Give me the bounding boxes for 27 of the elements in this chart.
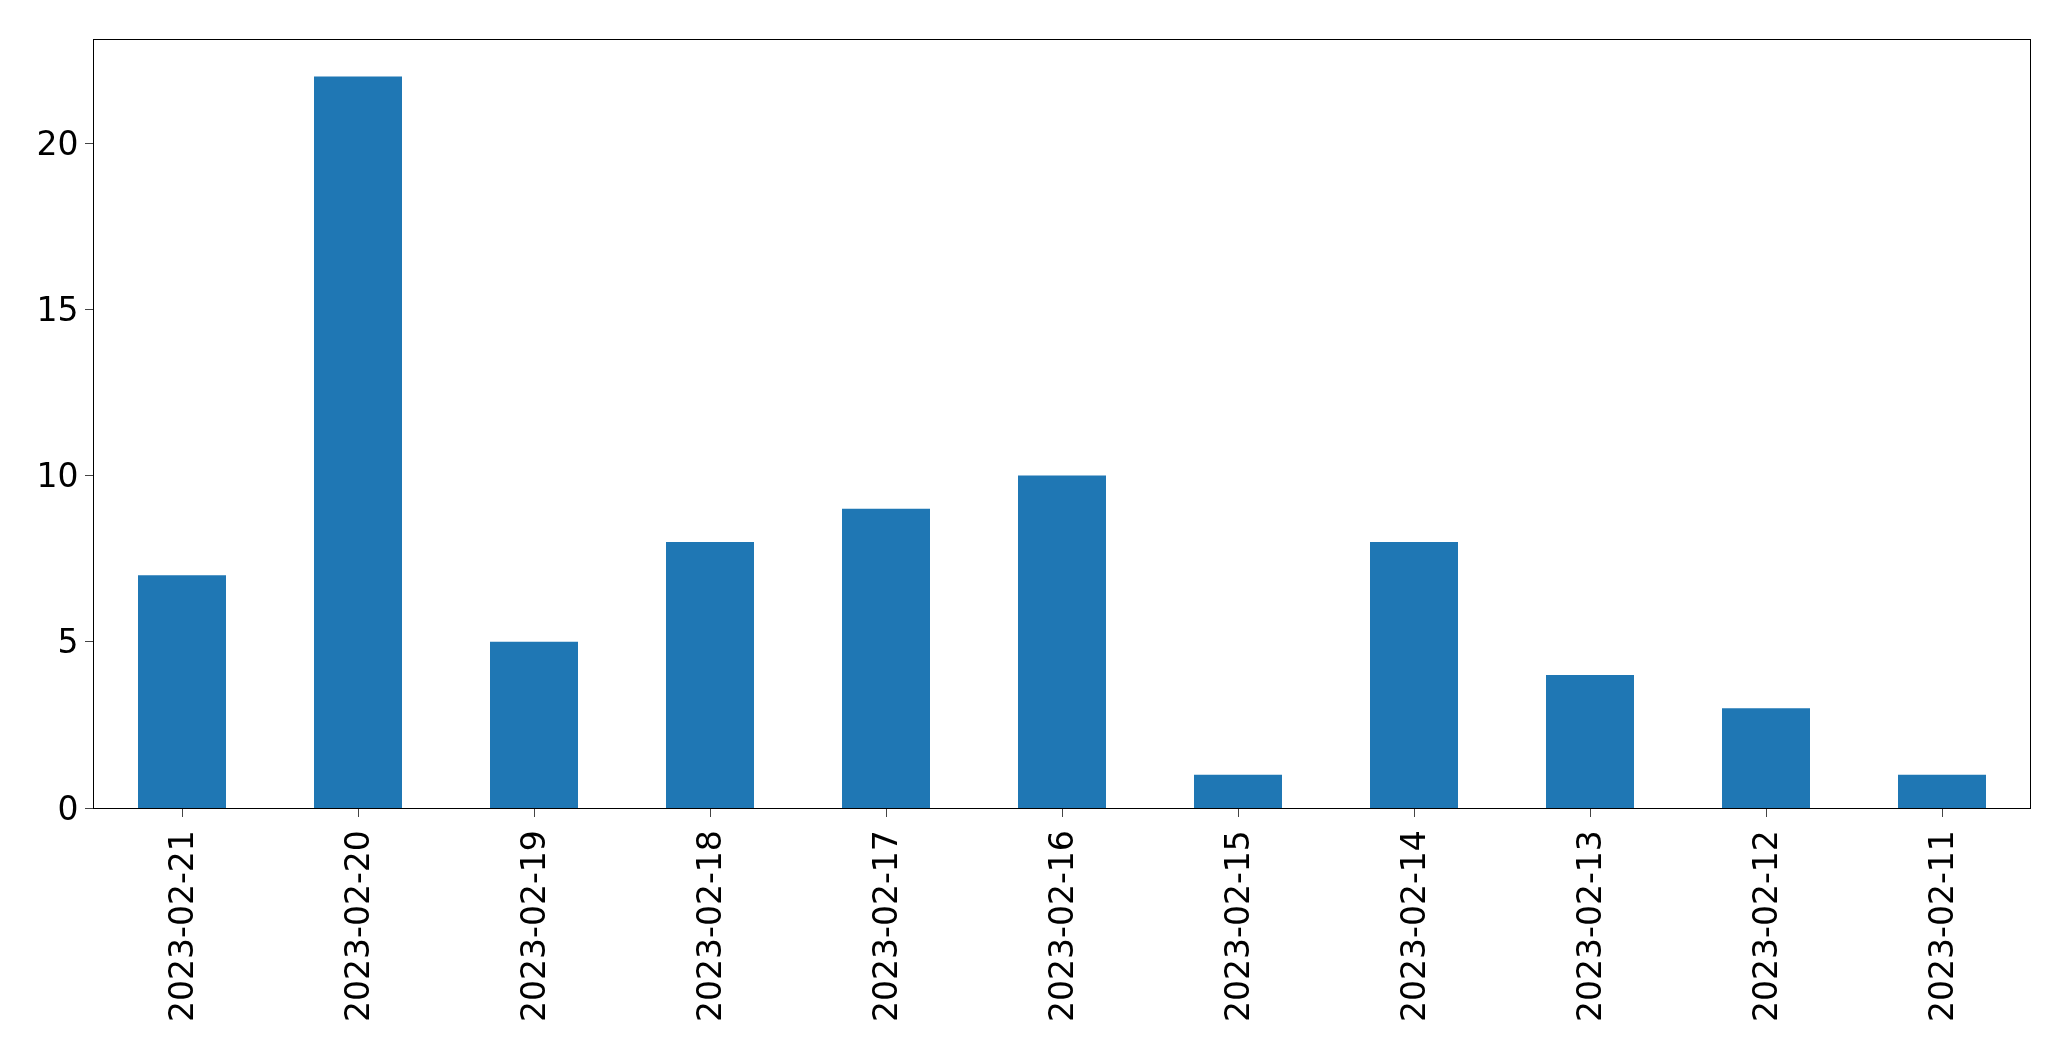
bar <box>842 508 930 808</box>
x-tick-label: 2023-02-11 <box>1921 830 1961 1022</box>
bar <box>1370 542 1458 808</box>
x-tick-label: 2023-02-13 <box>1569 830 1609 1022</box>
x-tick-label: 2023-02-18 <box>689 830 729 1022</box>
x-tick-label: 2023-02-19 <box>513 830 553 1022</box>
x-tick-label: 2023-02-15 <box>1217 830 1257 1022</box>
x-tick-label: 2023-02-16 <box>1041 830 1081 1022</box>
bar <box>1722 708 1810 808</box>
x-tick-label: 2023-02-12 <box>1745 830 1785 1022</box>
y-tick-label: 20 <box>36 123 79 163</box>
x-tick-label: 2023-02-17 <box>865 830 905 1022</box>
y-tick-label: 0 <box>57 788 79 828</box>
x-tick-label: 2023-02-21 <box>161 830 201 1022</box>
y-tick-label: 10 <box>36 456 79 496</box>
bar <box>314 76 402 808</box>
bar <box>138 575 226 808</box>
x-tick-label: 2023-02-20 <box>337 830 377 1022</box>
bar <box>1546 675 1634 808</box>
bar <box>1194 774 1282 808</box>
bar <box>490 641 578 808</box>
x-tick-label: 2023-02-14 <box>1393 830 1433 1022</box>
bar <box>1018 475 1106 808</box>
bar <box>1898 774 1986 808</box>
bar <box>666 542 754 808</box>
y-tick-label: 15 <box>36 289 79 329</box>
y-tick-label: 5 <box>57 622 79 662</box>
